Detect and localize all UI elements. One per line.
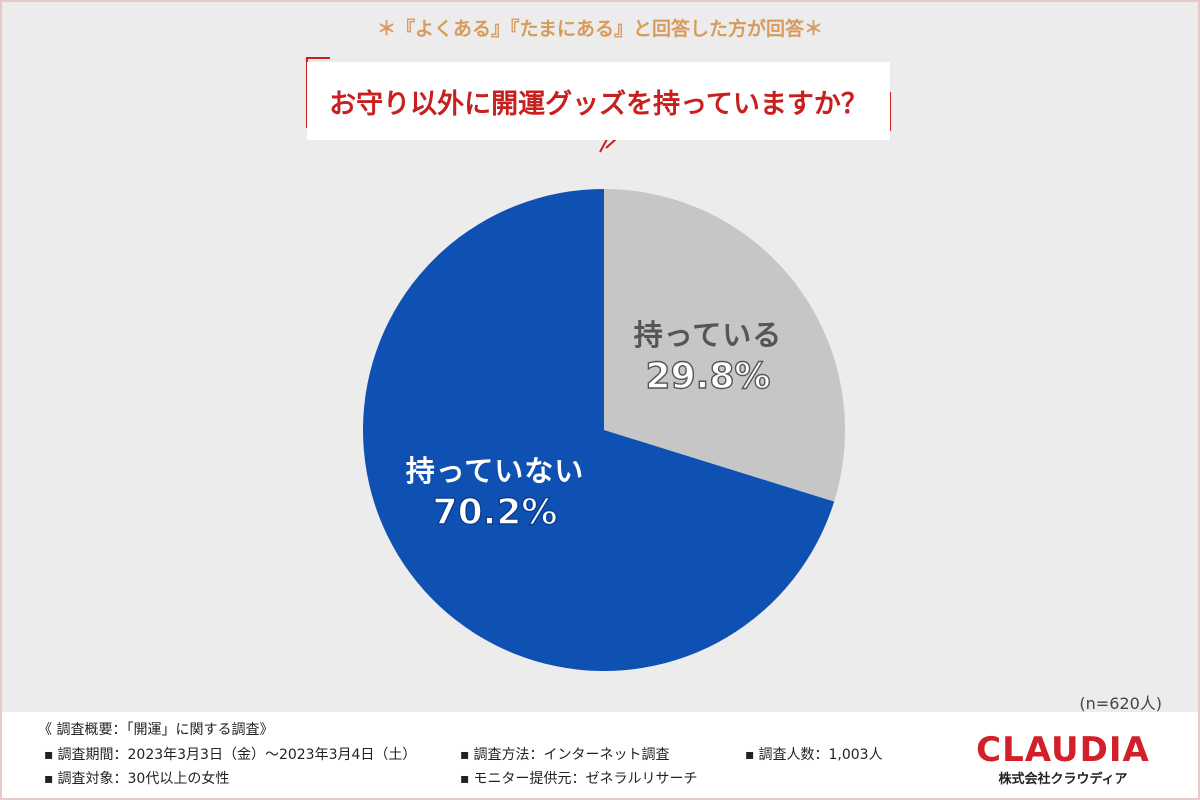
survey-method-text: 調査方法：インターネット調査	[473, 747, 670, 763]
sample-size-note: (n=620人)	[1079, 694, 1162, 713]
bullet-icon: ▪	[44, 771, 54, 787]
company-logo: CLAUDIA 株式会社クラウディア	[958, 730, 1168, 787]
slice-label-have: 持っている 29.8%	[608, 318, 808, 398]
survey-provider: ▪ モニター提供元：ゼネラルリサーチ	[460, 768, 698, 788]
logo-wordmark: CLAUDIA	[976, 730, 1150, 770]
slice-name-not-have: 持っていない	[405, 454, 585, 488]
survey-period-text: 調査期間：2023年3月3日（金）～2023年3月4日（土）	[57, 747, 417, 763]
pie-slice-not-have	[363, 189, 835, 672]
slice-value-have: 29.8%	[645, 356, 771, 398]
slice-label-not-have: 持っていない 70.2%	[360, 454, 630, 534]
chart-title: お守り以外に開運グッズを持っていますか？	[307, 62, 890, 140]
survey-method: ▪ 調査方法：インターネット調査	[460, 744, 670, 764]
logo-company-name: 株式会社クラウディア	[998, 772, 1128, 787]
bullet-icon: ▪	[745, 747, 755, 763]
survey-target-text: 調査対象：30代以上の女性	[57, 771, 230, 787]
bullet-icon: ▪	[44, 747, 54, 763]
survey-provider-text: モニター提供元：ゼネラルリサーチ	[473, 771, 698, 787]
chart-subtitle: ＊『よくある』『たまにある』と回答した方が回答＊	[377, 18, 823, 40]
survey-count: ▪ 調査人数：1,003人	[745, 744, 883, 764]
bullet-icon: ▪	[460, 771, 470, 787]
slice-name-have: 持っている	[633, 318, 783, 352]
survey-panel	[2, 712, 1198, 798]
bullet-icon: ▪	[460, 747, 470, 763]
pie-slice-have	[604, 189, 845, 502]
survey-target: ▪ 調査対象：30代以上の女性	[44, 768, 229, 788]
slice-value-not-have: 70.2%	[432, 492, 558, 534]
survey-title: 《 調査概要：「開運」に関する調査》	[38, 722, 274, 738]
survey-period: ▪ 調査期間：2023年3月3日（金）～2023年3月4日（土）	[44, 744, 416, 764]
survey-count-text: 調査人数：1,003人	[758, 747, 883, 763]
